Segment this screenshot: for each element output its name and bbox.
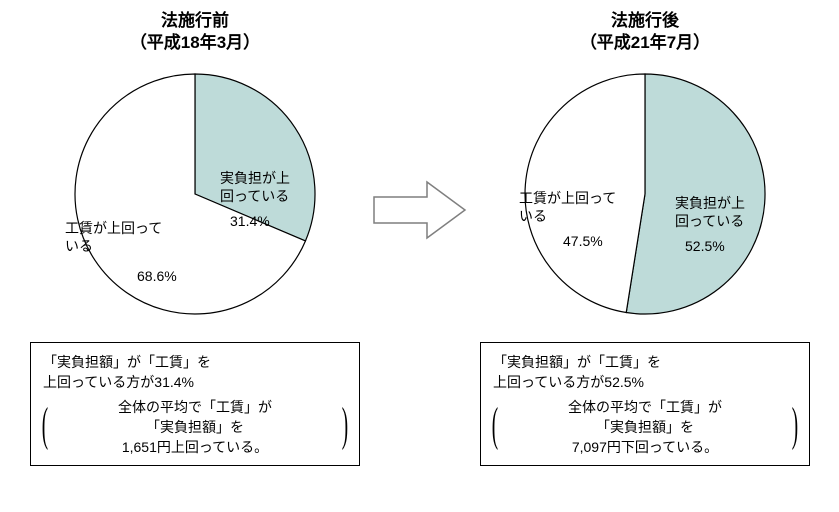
title-after-line2: （平成21年7月）: [580, 33, 710, 52]
arrow-icon: [372, 180, 467, 245]
caption-after: 「実負担額」が「工賃」を 上回っている方が52.5% ( 全体の平均で「工賃」が…: [480, 342, 810, 466]
pie-slice-label: 実負担が上 回っている: [675, 194, 745, 230]
paren-right-icon: ): [792, 398, 798, 452]
panel-after: 法施行後 （平成21年7月） 実負担が上 回っている 52.5% 工賃が上回って い…: [480, 10, 810, 466]
pie-after: 実負担が上 回っている 52.5% 工賃が上回って いる 47.5%: [515, 64, 775, 324]
pie-slice-pct: 47.5%: [563, 232, 603, 250]
pie-slice-pct: 68.6%: [137, 267, 177, 285]
pie-slice-label: 実負担が上 回っている: [220, 169, 290, 205]
pie-slice-label: 工賃が上回って いる: [65, 219, 162, 255]
title-after-line1: 法施行後: [611, 11, 679, 30]
title-before-line1: 法施行前: [161, 11, 229, 30]
caption-after-main: 「実負担額」が「工賃」を 上回っている方が52.5%: [493, 353, 797, 392]
title-before: 法施行前 （平成18年3月）: [30, 10, 360, 54]
caption-before-main: 「実負担額」が「工賃」を 上回っている方が31.4%: [43, 353, 347, 392]
pie-slice-pct: 52.5%: [685, 237, 725, 255]
paren-left-icon: (: [42, 398, 48, 452]
pie-slice-pct: 31.4%: [230, 212, 270, 230]
caption-after-sub: ( 全体の平均で「工賃」が 「実負担額」を 7,097円下回っている。 ): [493, 398, 797, 457]
pie-slice-label: 工賃が上回って いる: [519, 189, 616, 225]
title-before-line2: （平成18年3月）: [130, 33, 260, 52]
caption-before-sub: ( 全体の平均で「工賃」が 「実負担額」を 1,651円上回っている。 ): [43, 398, 347, 457]
panel-before: 法施行前 （平成18年3月） 実負担が上 回っている 31.4% 工賃が上回って い…: [30, 10, 360, 466]
pie-before: 実負担が上 回っている 31.4% 工賃が上回って いる 68.6%: [65, 64, 325, 324]
paren-right-icon: ): [342, 398, 348, 452]
title-after: 法施行後 （平成21年7月）: [480, 10, 810, 54]
paren-left-icon: (: [492, 398, 498, 452]
caption-before: 「実負担額」が「工賃」を 上回っている方が31.4% ( 全体の平均で「工賃」が…: [30, 342, 360, 466]
